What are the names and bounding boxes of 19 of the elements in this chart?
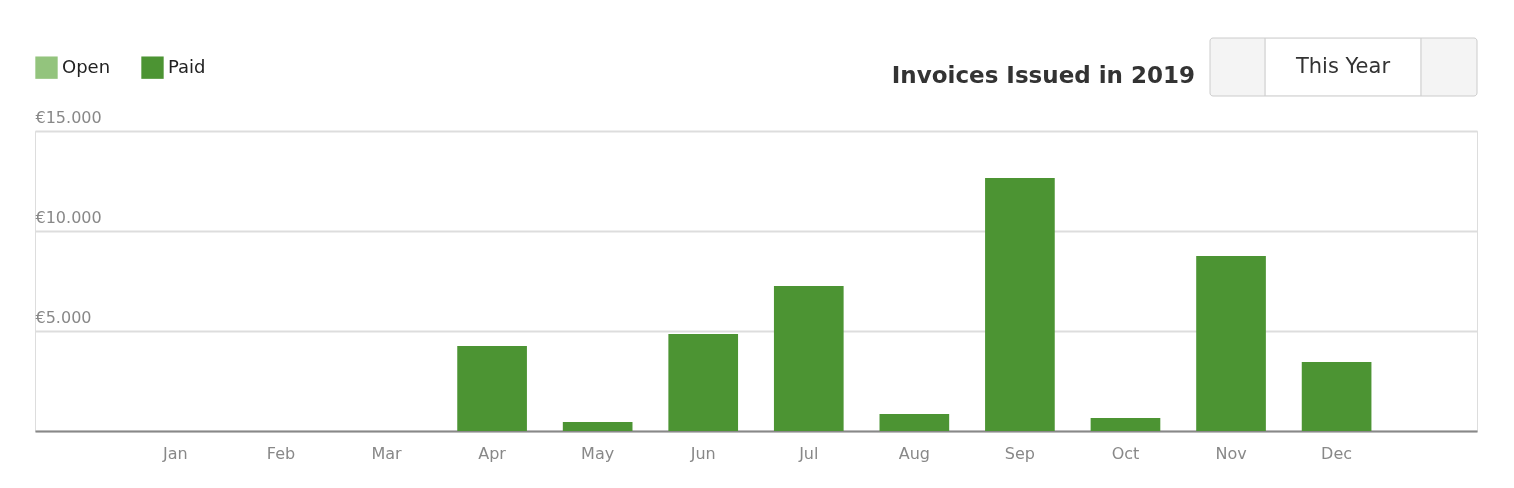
x-tick-label: Oct (1111, 443, 1140, 463)
x-tick-label: Mar (371, 443, 403, 463)
x-tick-label: Apr (478, 443, 507, 463)
y-tick-label: €15.000 (35, 107, 102, 127)
x-tick-label: Aug (898, 443, 930, 463)
x-tick-label: Jan (162, 443, 188, 463)
x-tick-label: Feb (266, 443, 296, 463)
text: This Year (1294, 54, 1391, 78)
x-tick-label: Nov (1215, 443, 1247, 463)
x-tick-label: Jun (689, 443, 716, 463)
chart-title: Invoices Issued in 2019 (891, 62, 1195, 88)
y-tick-label: €10.000 (35, 207, 102, 227)
x-tick-label: Jul (798, 443, 819, 463)
y-tick-label: €5.000 (35, 307, 92, 327)
legend-label: Paid (168, 55, 206, 77)
x-tick-label: May (581, 443, 615, 463)
x-tick-label: Sep (1004, 443, 1035, 463)
legend-label: Open (62, 55, 111, 77)
x-tick-label: Dec (1321, 443, 1353, 463)
